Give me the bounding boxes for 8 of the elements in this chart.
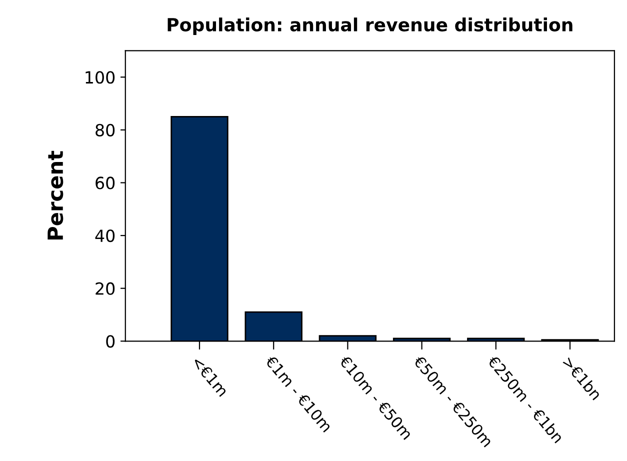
chart-title: Population: annual revenue distribution [168,18,572,36]
y-axis-title: Percent [48,150,64,240]
y-tick-label: 40 [95,229,115,242]
y-tick-label: 100 [86,71,115,84]
y-tick-label: 80 [96,124,115,136]
y-tick-label: 20 [96,282,115,295]
y-tick-label: 60 [96,176,115,190]
y-tick-label: 0 [106,335,115,348]
